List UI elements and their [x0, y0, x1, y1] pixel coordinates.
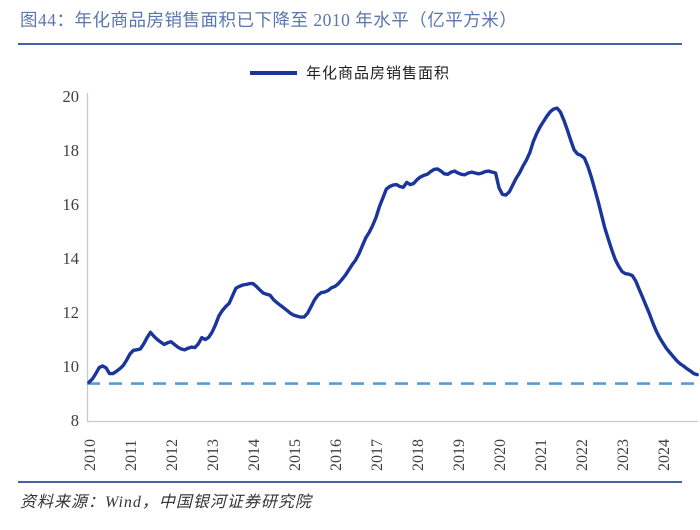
y-tick-label: 16	[63, 195, 80, 214]
y-tick-label: 10	[63, 357, 80, 376]
chart-legend: 年化商品房销售面积	[0, 62, 700, 83]
legend-line-marker	[249, 70, 297, 75]
x-tick-label: 2015	[287, 439, 304, 471]
x-tick-label: 2022	[574, 439, 591, 471]
title-divider	[18, 43, 682, 45]
x-tick-label: 2018	[410, 439, 427, 471]
y-tick-label: 8	[71, 411, 79, 430]
x-tick-label: 2016	[328, 439, 345, 471]
x-tick-label: 2011	[123, 440, 140, 471]
x-tick-label: 2024	[656, 439, 673, 471]
x-tick-label: 2014	[246, 439, 263, 471]
x-tick-label: 2017	[369, 439, 386, 471]
y-tick-label: 12	[63, 303, 80, 322]
x-tick-label: 2021	[533, 439, 550, 471]
x-tick-label: 2020	[492, 439, 509, 471]
figure-title: 图44：年化商品房销售面积已下降至 2010 年水平（亿平方米）	[20, 10, 518, 30]
legend-label: 年化商品房销售面积	[305, 66, 450, 82]
x-tick-label: 2010	[82, 439, 99, 471]
x-tick-label: 2019	[451, 439, 468, 471]
x-tick-label: 2012	[164, 439, 181, 471]
x-tick-label: 2023	[615, 439, 632, 471]
series-line	[87, 106, 699, 384]
x-tick-label: 2013	[205, 439, 222, 471]
footer-divider	[18, 481, 682, 483]
y-tick-label: 18	[63, 141, 80, 160]
y-tick-label: 14	[63, 249, 80, 268]
y-tick-label: 20	[63, 87, 80, 106]
source-note: 资料来源：Wind，中国银河证券研究院	[20, 494, 312, 511]
